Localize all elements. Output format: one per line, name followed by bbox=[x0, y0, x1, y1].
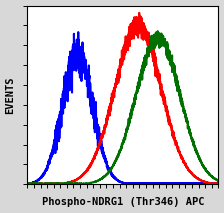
Y-axis label: EVENTS: EVENTS bbox=[6, 76, 15, 114]
X-axis label: Phospho-NDRG1 (Thr346) APC: Phospho-NDRG1 (Thr346) APC bbox=[42, 197, 204, 207]
